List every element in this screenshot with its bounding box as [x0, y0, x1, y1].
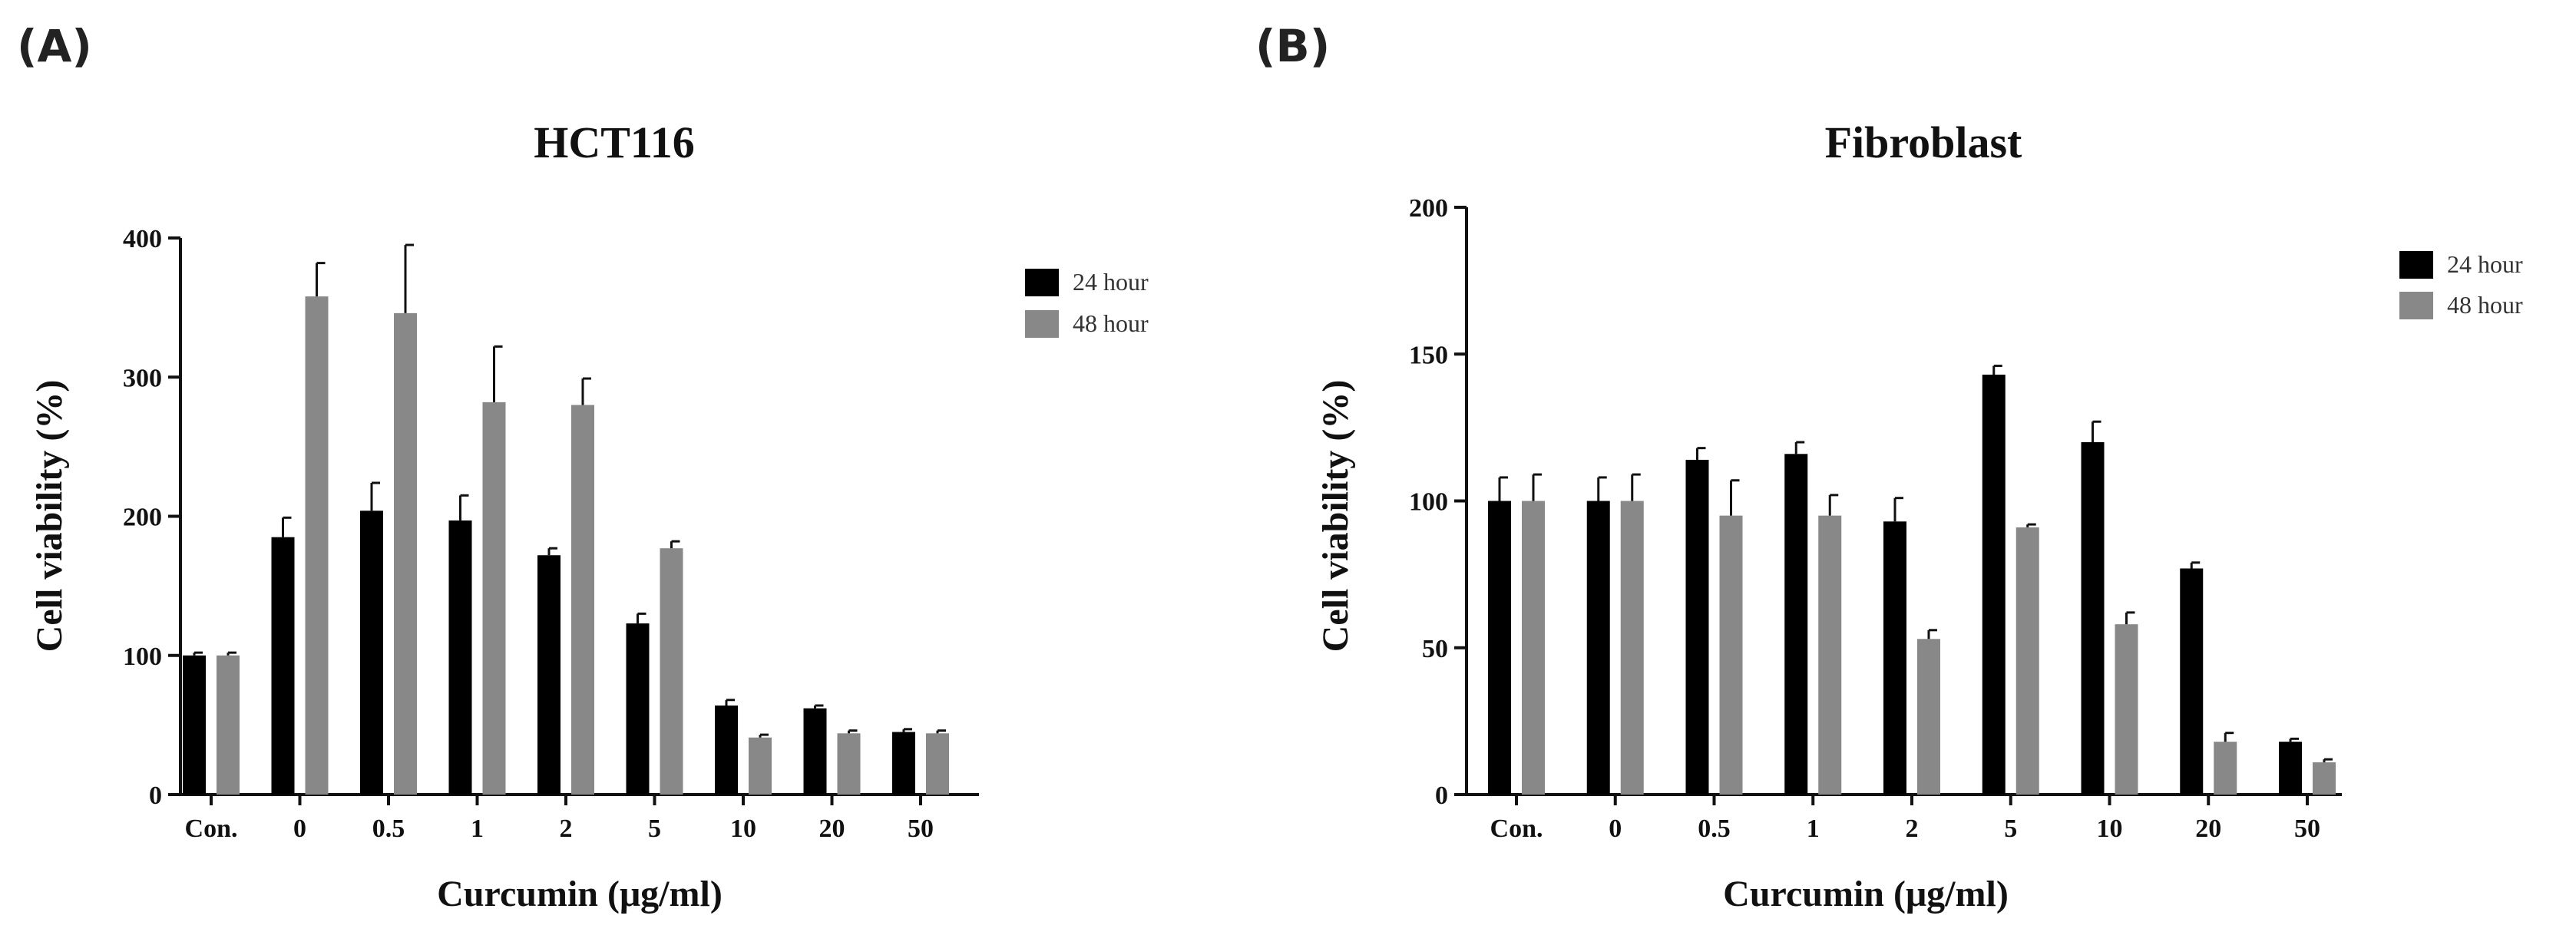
legend-swatch-24h — [2399, 251, 2433, 279]
y-axis-title: Cell viability (%) — [29, 380, 70, 653]
x-tick-label: 1 — [1807, 815, 1820, 843]
x-tick-label: 0.5 — [372, 815, 405, 843]
bar-24h — [448, 520, 472, 795]
chart-title: HCT116 — [534, 117, 695, 167]
x-tick-label: 2 — [1906, 815, 1919, 843]
bar-24h — [1883, 521, 1906, 795]
bar-48h — [2115, 624, 2138, 795]
x-tick-label: 5 — [2004, 815, 2017, 843]
y-tick-label: 100 — [123, 643, 162, 671]
bar-48h — [571, 405, 594, 795]
bar-48h — [217, 655, 240, 795]
bar-48h — [1620, 501, 1644, 795]
bar-48h — [394, 312, 417, 795]
bar-48h — [660, 548, 683, 795]
bar-24h — [2081, 442, 2105, 795]
x-tick-label: 10 — [2097, 815, 2123, 843]
bar-48h — [1719, 515, 1743, 795]
bar-48h — [2214, 742, 2237, 795]
bar-48h — [749, 737, 772, 795]
bar-24h — [1784, 454, 1808, 795]
x-tick-label: 20 — [819, 815, 845, 843]
bar-24h — [2279, 742, 2302, 795]
bar-24h — [183, 655, 206, 795]
y-tick-label: 150 — [1409, 341, 1448, 369]
y-tick-label: 0 — [149, 782, 162, 810]
bar-24h — [360, 511, 383, 795]
legend-swatch-48h — [2399, 292, 2433, 319]
x-tick-label: 20 — [2195, 815, 2221, 843]
y-tick-label: 0 — [1435, 782, 1448, 810]
x-tick-label: 2 — [560, 815, 573, 843]
x-axis-title: Curcumin (μg/ml) — [437, 874, 723, 914]
bar-24h — [715, 706, 738, 795]
bar-24h — [1685, 459, 1709, 795]
bar-48h — [2015, 527, 2039, 795]
bar-24h — [1982, 375, 2006, 795]
y-axis-title: Cell viability (%) — [1315, 380, 1356, 653]
y-tick-label: 50 — [1422, 635, 1448, 663]
bar-24h — [537, 555, 561, 795]
bar-24h — [626, 623, 650, 795]
bar-24h — [271, 537, 295, 795]
y-tick-label: 100 — [1409, 488, 1448, 517]
bar-48h — [837, 733, 861, 795]
legend-swatch-24h — [1025, 269, 1059, 296]
x-tick-label: 0 — [293, 815, 306, 843]
x-tick-label: 0 — [1609, 815, 1622, 843]
x-tick-label: 50 — [2294, 815, 2320, 843]
legend-label-48h: 48 hour — [1073, 309, 1149, 337]
x-tick-label: 50 — [908, 815, 934, 843]
legend-label-24h: 24 hour — [1073, 268, 1149, 296]
bar-48h — [1818, 515, 1842, 795]
bar-24h — [803, 708, 827, 795]
x-tick-label: 10 — [730, 815, 756, 843]
bar-24h — [892, 732, 915, 795]
legend-swatch-48h — [1025, 310, 1059, 338]
y-tick-label: 300 — [123, 364, 162, 392]
y-tick-label: 200 — [1409, 194, 1448, 223]
panel-label-b: (B) — [1255, 20, 1330, 72]
chart-hct116: HCT116 Curcumin (μg/ml) Cell viability (%)… — [29, 117, 1149, 914]
bar-48h — [926, 733, 949, 795]
bar-48h — [2313, 762, 2336, 795]
bar-24h — [1586, 501, 1610, 795]
x-tick-label: 5 — [648, 815, 661, 843]
legend-label-48h: 48 hour — [2447, 291, 2523, 319]
bar-24h — [2180, 568, 2204, 795]
panel-label-a: (A) — [17, 20, 92, 72]
bar-48h — [1522, 501, 1545, 795]
y-tick-label: 400 — [123, 225, 162, 253]
chart-fibroblast: Fibroblast Curcumin (μg/ml) Cell viability… — [1315, 117, 2523, 914]
x-tick-label: Con. — [185, 815, 238, 843]
bar-48h — [1917, 639, 1940, 795]
bar-48h — [305, 296, 329, 795]
legend-label-24h: 24 hour — [2447, 250, 2523, 278]
x-tick-label: 0.5 — [1698, 815, 1731, 843]
x-axis-title: Curcumin (μg/ml) — [1723, 874, 2009, 914]
bar-24h — [1488, 501, 1511, 795]
x-tick-label: Con. — [1490, 815, 1543, 843]
x-tick-label: 1 — [471, 815, 484, 843]
chart-title: Fibroblast — [1825, 117, 2022, 167]
y-tick-label: 200 — [123, 504, 162, 532]
bar-48h — [482, 402, 506, 795]
